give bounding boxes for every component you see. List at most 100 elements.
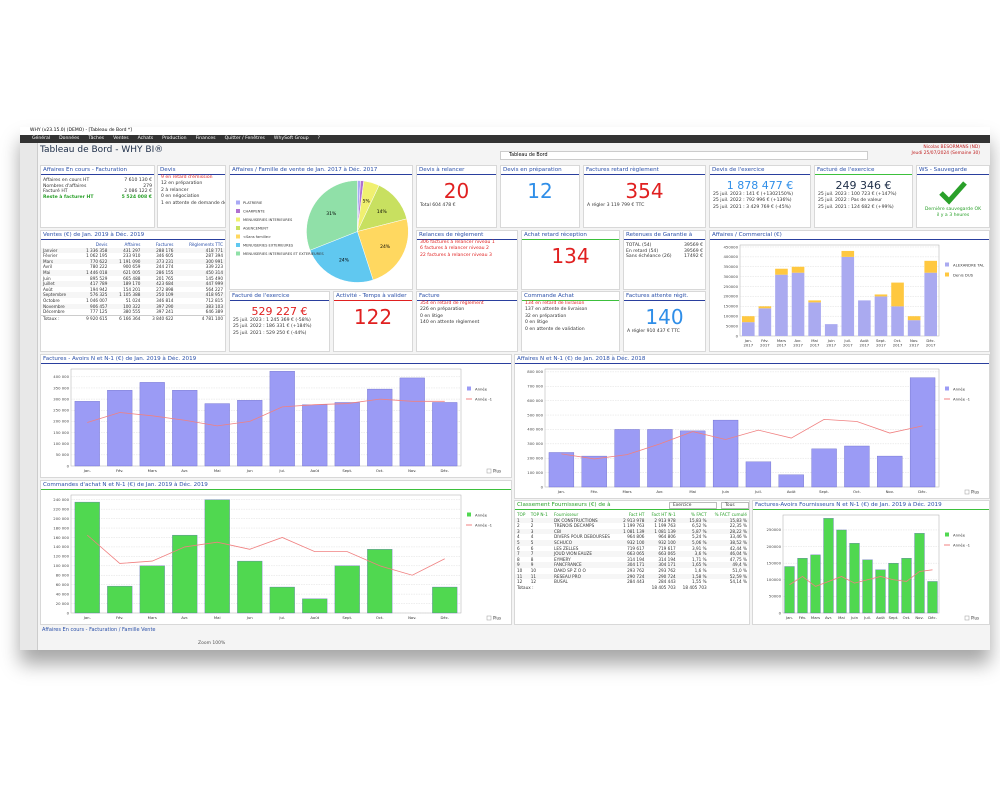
kpi-panel: Factures attente régit. 140 A régler 910 4… xyxy=(623,291,706,352)
supplier-cell: 284 443 xyxy=(658,579,676,585)
sales-cell: 1 336 358 xyxy=(86,247,108,253)
menu-item[interactable]: Ventes xyxy=(113,136,129,141)
more-label: Plus xyxy=(971,616,979,621)
kpi-line: Total 604 478 € xyxy=(420,203,456,208)
supplier-cell: 293 762 xyxy=(627,567,645,573)
kpi-row: Reste à facturer HT 5 524 008 € xyxy=(41,195,154,201)
dashboard-selector[interactable]: Tableau de Bord xyxy=(500,151,868,160)
totals-cell: 4 781 100 xyxy=(201,315,223,321)
header-cell: Fact HT xyxy=(628,512,645,517)
kpi-cell: Affaires en cours HT xyxy=(43,178,90,183)
panel-title: Affaires En cours - Facturation xyxy=(41,166,154,175)
more-checkbox[interactable] xyxy=(964,615,970,621)
bar xyxy=(891,306,904,336)
supplier-cell: 10 xyxy=(517,567,523,573)
x-tick-label: Jan. xyxy=(83,468,91,473)
y-tick-label: 100000 xyxy=(767,577,782,582)
kpi-line: 354 en retard de règlement xyxy=(420,301,484,306)
bar xyxy=(712,419,739,488)
more-checkbox[interactable] xyxy=(964,489,970,495)
supplier-cell: 11 xyxy=(530,573,537,579)
kpi-cell: 5 524 008 € xyxy=(121,194,152,200)
kpi-line: 25 juil. 2022 : 186 331 € (+184%) xyxy=(233,324,312,330)
bar xyxy=(237,560,263,614)
supplier-cell: 9 xyxy=(517,562,520,568)
kpi-line: 140 en attente règlement xyxy=(420,320,480,326)
footer-tab[interactable]: Affaires En cours - Facturation / Famill… xyxy=(42,627,156,633)
supplier-cell: 11 xyxy=(517,573,523,579)
line-series xyxy=(561,418,923,460)
kpi-panel: Retenues de Garantie à TOTAL (54) 39569 € E… xyxy=(623,230,706,290)
menu-item[interactable]: ? xyxy=(317,136,321,141)
x-tick-label: Fév. xyxy=(116,615,123,620)
bar xyxy=(302,404,328,467)
supplier-cell: DAKO SP Z O O xyxy=(554,567,586,573)
kpi-cell: 17492 € xyxy=(684,254,703,260)
more-checkbox[interactable] xyxy=(486,468,492,474)
bar xyxy=(204,403,230,467)
supplier-cell: 1 081 139 xyxy=(623,528,645,534)
panel-title: Factures attente régit. xyxy=(624,292,705,301)
sales-row: Mars 770 622 1 191 090 373 231 300 991 xyxy=(41,258,225,265)
panel-title: Activité - Temps à valider xyxy=(334,292,412,301)
legend-label: MENUISERIES INTERIEURES xyxy=(243,218,293,222)
sales-cell: 346 814 xyxy=(156,297,174,303)
kpi-panel: Achat retard réception 134 xyxy=(521,230,620,290)
panel-title: Devis à relancer xyxy=(417,166,496,175)
bar xyxy=(875,569,886,614)
sales-cell: 397 241 xyxy=(156,309,174,315)
filter[interactable]: Tous xyxy=(721,501,749,509)
supplier-cell: 28,22 % xyxy=(729,528,747,534)
filter[interactable]: Exercice xyxy=(669,501,717,509)
plot-area xyxy=(782,514,940,614)
sales-cell: 418 771 xyxy=(205,247,223,253)
totals-cell: 18 405 703 xyxy=(682,584,707,590)
kpi-row: Affaires en cours HT 7 610 130 € xyxy=(41,178,154,184)
sales-cell: Septembre xyxy=(43,292,67,298)
more-checkbox[interactable] xyxy=(486,615,492,621)
y-tick-label: 250000 xyxy=(724,284,739,289)
sales-cell: Août xyxy=(43,286,53,292)
supplier-cell: LES ZELLES xyxy=(554,545,579,551)
kpi-row: En retard (54) 39569 € xyxy=(624,249,705,255)
bar xyxy=(888,563,899,614)
supplier-cell: 38,52 % xyxy=(729,539,747,545)
suppliers-header: Classement Fournisseurs (€) de à Exercice… xyxy=(515,501,749,510)
supplier-cell: 1,55 % xyxy=(692,579,707,585)
supplier-cell: 5 xyxy=(517,539,520,545)
sales-row: Janvier 1 336 358 431 297 288 176 418 771 xyxy=(41,247,225,254)
sales-cell: Janvier xyxy=(43,247,58,253)
plot-area xyxy=(544,368,940,488)
supplier-cell: 4 xyxy=(530,534,534,540)
bar xyxy=(399,377,425,467)
menu-item[interactable]: Général xyxy=(32,136,51,141)
chart: 0 20 000 40 000 60 000 80 000 100 000 120 000 1… xyxy=(53,494,501,621)
menu-item[interactable]: Achats xyxy=(137,136,154,141)
y-tick-label: 450000 xyxy=(724,244,739,249)
menu-item[interactable]: WhySoft Group xyxy=(273,136,309,141)
panel-title: Classement Fournisseurs (€) de à xyxy=(517,502,611,508)
totals-row: Totaux : 18 405 703 18 405 703 xyxy=(515,585,749,591)
bar xyxy=(172,390,198,467)
menu-item[interactable]: Finances xyxy=(195,136,216,141)
sales-cell: Juin xyxy=(43,275,51,281)
menu-item[interactable]: Production xyxy=(162,136,187,141)
kpi-line: 25 juil. 2023 : 100 723 € (+147%) xyxy=(818,192,897,197)
kpi-line: 306 factures à relancer niveau 1 xyxy=(420,240,495,245)
supplier-cell: 9 xyxy=(530,562,534,568)
kpi-line: 12 en préparation xyxy=(161,181,203,187)
bar xyxy=(924,272,938,336)
menu-item[interactable]: Quitter / Fenêtres xyxy=(224,136,265,141)
kpi-line: 25 juil. 2022 : 792 996 € (+136%) xyxy=(713,198,792,204)
sales-cell: 100 322 xyxy=(123,303,141,309)
bar xyxy=(914,533,925,614)
kpi-line: 25 juil. 2021 : 529 250 € (-44%) xyxy=(233,330,307,336)
y-tick-label: 250 000 xyxy=(53,408,69,413)
bar xyxy=(791,272,805,336)
sales-cell: 1 191 090 xyxy=(119,258,141,264)
menu-item[interactable]: Données xyxy=(59,136,80,141)
panel-title: Factures-Avoirs Fournisseurs N et N-1 (€… xyxy=(753,501,989,510)
bar xyxy=(775,268,788,275)
menu-item[interactable]: Tâches xyxy=(88,136,105,141)
